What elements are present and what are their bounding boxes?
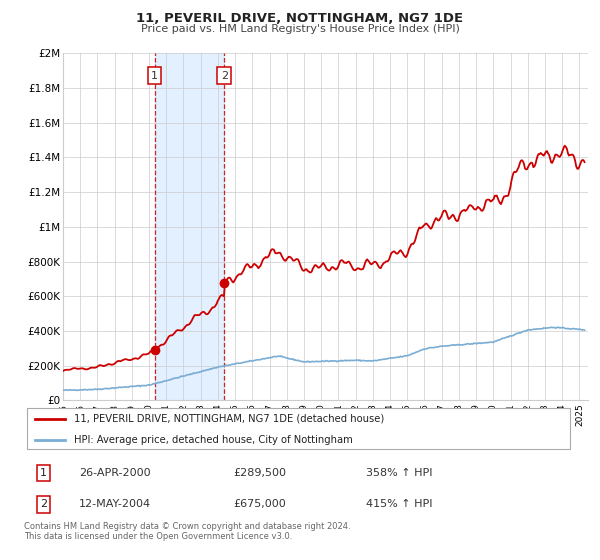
Text: 12-MAY-2004: 12-MAY-2004 <box>79 500 151 510</box>
Text: HPI: Average price, detached house, City of Nottingham: HPI: Average price, detached house, City… <box>74 435 352 445</box>
Text: 26-APR-2000: 26-APR-2000 <box>79 468 151 478</box>
Text: £675,000: £675,000 <box>234 500 287 510</box>
Text: Contains HM Land Registry data © Crown copyright and database right 2024.
This d: Contains HM Land Registry data © Crown c… <box>24 522 350 542</box>
Text: 415% ↑ HPI: 415% ↑ HPI <box>366 500 433 510</box>
Text: 11, PEVERIL DRIVE, NOTTINGHAM, NG7 1DE: 11, PEVERIL DRIVE, NOTTINGHAM, NG7 1DE <box>136 12 464 25</box>
Text: 1: 1 <box>40 468 47 478</box>
Text: 1: 1 <box>151 71 158 81</box>
Bar <box>155 53 224 400</box>
Text: 358% ↑ HPI: 358% ↑ HPI <box>366 468 433 478</box>
FancyBboxPatch shape <box>27 408 571 449</box>
Text: £289,500: £289,500 <box>234 468 287 478</box>
Text: 11, PEVERIL DRIVE, NOTTINGHAM, NG7 1DE (detached house): 11, PEVERIL DRIVE, NOTTINGHAM, NG7 1DE (… <box>74 413 384 423</box>
Text: Price paid vs. HM Land Registry's House Price Index (HPI): Price paid vs. HM Land Registry's House … <box>140 24 460 34</box>
Text: 2: 2 <box>40 500 47 510</box>
Text: 2: 2 <box>221 71 228 81</box>
